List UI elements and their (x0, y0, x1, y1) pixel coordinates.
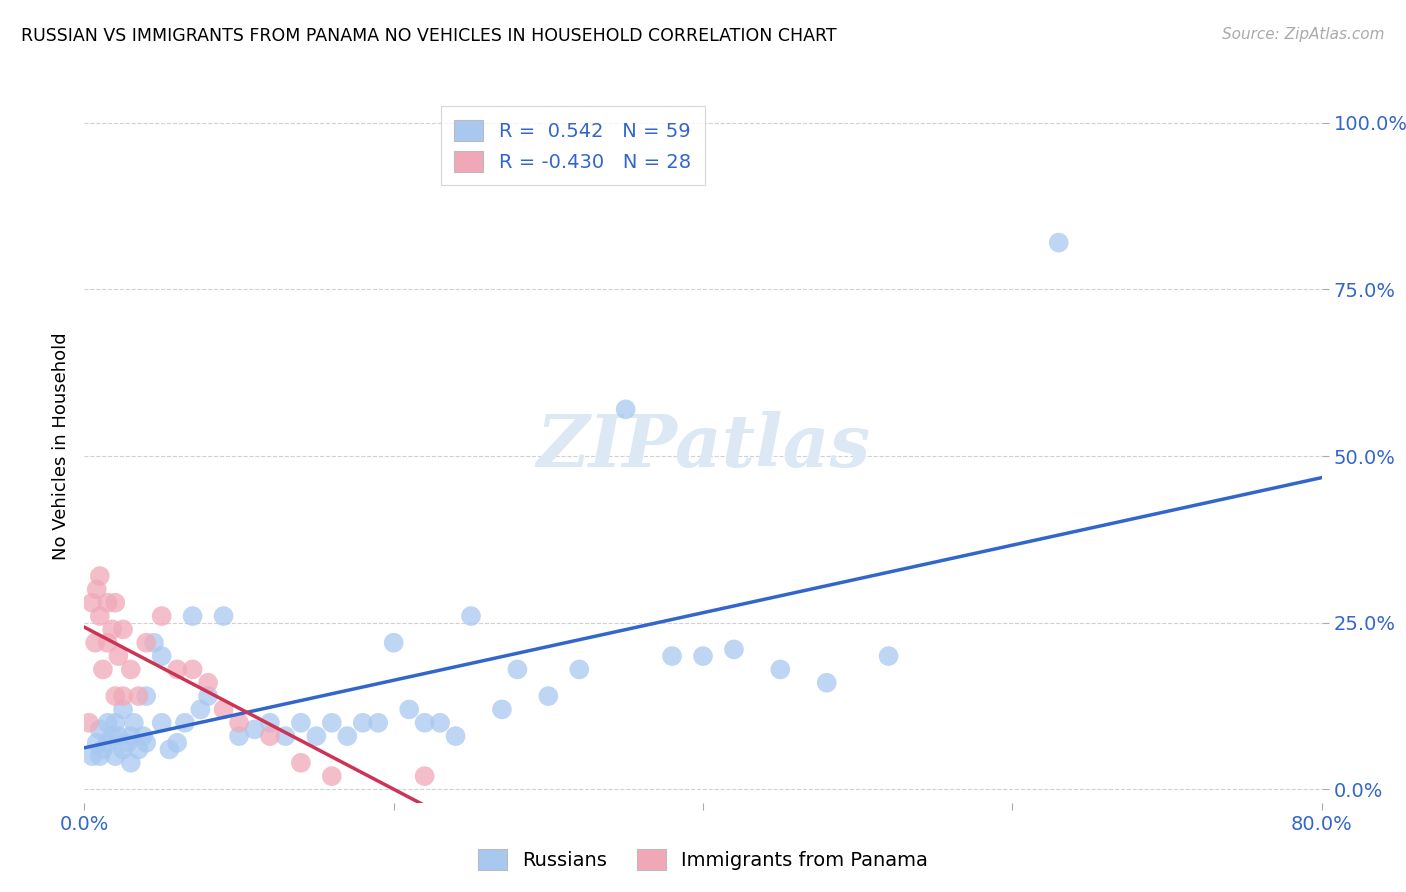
Point (159, 742, 181, 756)
Point (128, 689, 150, 703)
Point (166, 736, 188, 750)
Point (460, 609, 482, 624)
Point (259, 729, 281, 743)
Point (117, 736, 139, 750)
Point (614, 402, 637, 417)
Point (197, 689, 219, 703)
Point (413, 769, 436, 783)
Point (274, 729, 297, 743)
Point (537, 689, 560, 703)
Point (89, 609, 111, 624)
Point (89, 749, 111, 764)
Point (104, 715, 127, 730)
Point (91, 662, 114, 676)
Point (104, 596, 127, 610)
Point (723, 642, 745, 657)
Point (444, 729, 467, 743)
Text: ZIPatlas: ZIPatlas (536, 410, 870, 482)
Point (104, 689, 127, 703)
Point (181, 662, 204, 676)
Text: Source: ZipAtlas.com: Source: ZipAtlas.com (1222, 27, 1385, 42)
Y-axis label: No Vehicles in Household: No Vehicles in Household (52, 332, 70, 560)
Point (112, 623, 135, 637)
Point (228, 729, 250, 743)
Point (259, 715, 281, 730)
Point (150, 715, 173, 730)
Point (188, 702, 212, 716)
Point (97, 596, 120, 610)
Point (135, 736, 157, 750)
Point (413, 715, 436, 730)
Point (84, 636, 107, 650)
Point (1047, 235, 1070, 250)
Point (101, 729, 124, 743)
Point (120, 729, 142, 743)
Point (101, 623, 124, 637)
Point (86, 582, 108, 597)
Point (150, 609, 173, 624)
Point (305, 729, 328, 743)
Point (692, 649, 714, 664)
Point (815, 675, 838, 690)
Point (89, 723, 111, 737)
Point (877, 649, 900, 664)
Point (352, 715, 374, 730)
Point (97, 736, 120, 750)
Point (150, 649, 173, 664)
Point (128, 742, 150, 756)
Point (89, 569, 111, 583)
Point (122, 715, 145, 730)
Point (661, 649, 683, 664)
Point (91, 742, 114, 756)
Point (132, 729, 155, 743)
Point (120, 756, 142, 770)
Point (143, 636, 166, 650)
Point (321, 715, 343, 730)
Point (120, 662, 142, 676)
Point (382, 636, 405, 650)
Point (228, 715, 250, 730)
Point (166, 662, 188, 676)
Point (491, 702, 513, 716)
Point (135, 689, 157, 703)
Point (336, 729, 359, 743)
Point (112, 742, 135, 756)
Point (568, 662, 591, 676)
Point (212, 609, 235, 624)
Point (429, 715, 451, 730)
Point (290, 756, 312, 770)
Point (112, 689, 135, 703)
Point (112, 702, 135, 716)
Point (135, 636, 157, 650)
Text: RUSSIAN VS IMMIGRANTS FROM PANAMA NO VEHICLES IN HOUSEHOLD CORRELATION CHART: RUSSIAN VS IMMIGRANTS FROM PANAMA NO VEH… (21, 27, 837, 45)
Point (243, 723, 266, 737)
Legend: R =  0.542   N = 59, R = -0.430   N = 28: R = 0.542 N = 59, R = -0.430 N = 28 (440, 106, 704, 186)
Point (107, 729, 129, 743)
Point (367, 715, 389, 730)
Point (174, 715, 197, 730)
Point (181, 609, 204, 624)
Legend: Russians, Immigrants from Panama: Russians, Immigrants from Panama (470, 841, 936, 878)
Point (290, 715, 312, 730)
Point (197, 675, 219, 690)
Point (506, 662, 529, 676)
Point (104, 749, 127, 764)
Point (212, 702, 235, 716)
Point (77, 715, 100, 730)
Point (97, 715, 120, 730)
Point (82, 596, 104, 610)
Point (82, 749, 104, 764)
Point (321, 769, 343, 783)
Point (107, 649, 129, 664)
Point (769, 662, 792, 676)
Point (86, 736, 108, 750)
Point (398, 702, 420, 716)
Point (97, 636, 120, 650)
